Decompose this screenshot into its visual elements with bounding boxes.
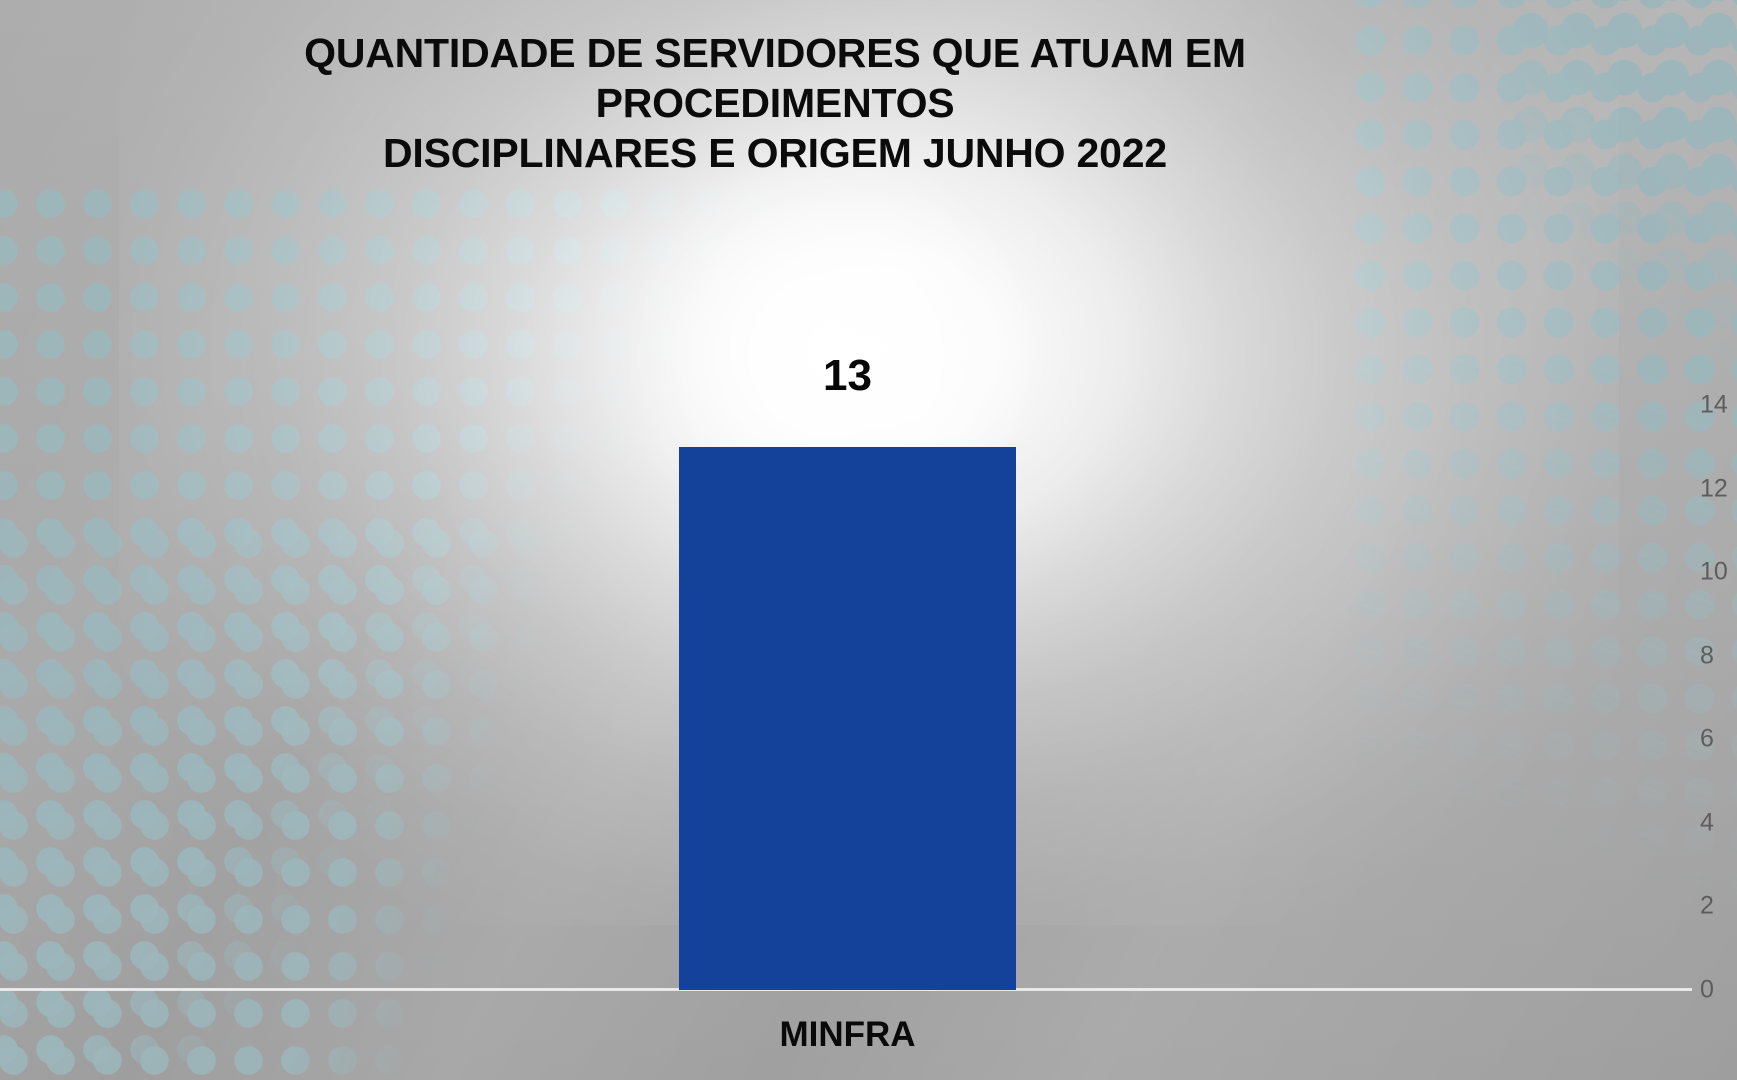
halftone-dots-top-right-decoration <box>1507 0 1737 390</box>
halftone-dots-lower-left-decoration <box>0 520 690 1080</box>
chart-title-line-1: QUANTIDADE DE SERVIDORES QUE ATUAM EM PR… <box>304 30 1246 127</box>
chart-title: QUANTIDADE DE SERVIDORES QUE ATUAM EM PR… <box>160 28 1390 178</box>
chart-title-line-2: DISCIPLINARES E ORIGEM JUNHO 2022 <box>383 130 1167 177</box>
